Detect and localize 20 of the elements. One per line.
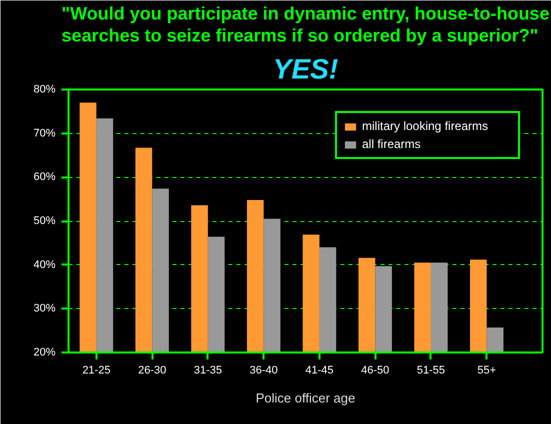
y-tick-label: 50% [33, 215, 56, 227]
y-tick-label: 20% [33, 346, 56, 358]
x-tick-label: 31-35 [194, 364, 222, 376]
x-tick-label: 36-40 [250, 364, 278, 376]
chart-title: "Would you participate in dynamic entry, house-to-house searches to seize firearms if so ordered by a superior?" [62, 4, 550, 46]
y-tick-label: 40% [33, 258, 56, 271]
x-tick-label: 41-45 [305, 364, 334, 376]
x-axis-title: Police officer age [256, 390, 356, 406]
legend-label: military looking firearms [362, 119, 490, 133]
legend-label: all firearms [362, 137, 422, 151]
x-tick-label: 55+ [477, 364, 496, 376]
x-tick-label: 21-25 [82, 364, 110, 376]
y-tick-label: 60% [33, 171, 56, 184]
y-tick-label: 70% [33, 127, 56, 140]
y-tick-label: 80% [33, 84, 56, 96]
chart-subtitle: YES! [272, 54, 338, 84]
x-tick-label: 46-50 [361, 364, 390, 376]
y-tick-label: 30% [33, 302, 56, 315]
x-tick-label: 51-55 [416, 364, 446, 376]
x-tick-label: 26-30 [138, 364, 166, 376]
